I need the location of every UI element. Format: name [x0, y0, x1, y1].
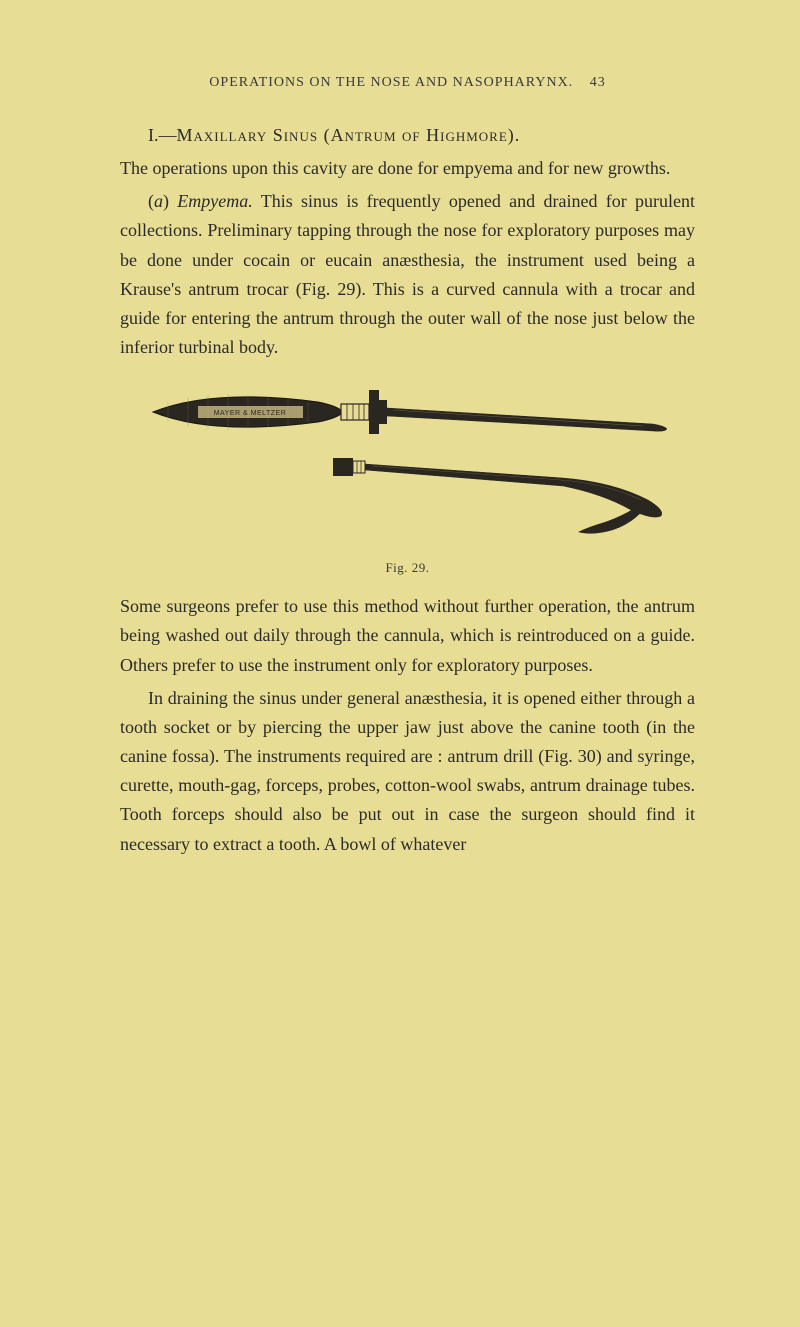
paragraph-1: The operations upon this cavity are done…: [120, 154, 695, 183]
page-header: OPERATIONS ON THE NOSE AND NASOPHARYNX. …: [120, 75, 695, 91]
header-text: OPERATIONS ON THE NOSE AND NASOPHARYNX.: [209, 75, 573, 90]
paragraph-3: Some surgeons prefer to use this method …: [120, 592, 695, 679]
section-numeral: I.: [148, 125, 159, 145]
paragraph-2: (a) Empyema. This sinus is frequently op…: [120, 187, 695, 362]
p2-body: This sinus is frequently opened and drai…: [120, 191, 695, 357]
figure-29: MAYER & MELTZER: [120, 382, 695, 576]
paragraph-4: In draining the sinus under general anæs…: [120, 684, 695, 859]
section-name: Maxillary Sinus (Antrum of Highmore).: [177, 125, 521, 145]
lower-instrument: [333, 458, 662, 534]
p2-term: Empyema.: [177, 191, 252, 211]
engraving-label: MAYER & MELTZER: [213, 410, 286, 417]
figure-29-caption: Fig. 29.: [385, 560, 429, 576]
page-number: 43: [590, 75, 606, 90]
p2-close: ): [163, 191, 177, 211]
p2-letter: a: [154, 191, 163, 211]
figure-29-illustration: MAYER & MELTZER: [143, 382, 673, 552]
section-title-line: I.—Maxillary Sinus (Antrum of Highmore).: [120, 121, 695, 150]
upper-instrument: MAYER & MELTZER: [153, 390, 667, 434]
section-dash: —: [159, 125, 177, 145]
